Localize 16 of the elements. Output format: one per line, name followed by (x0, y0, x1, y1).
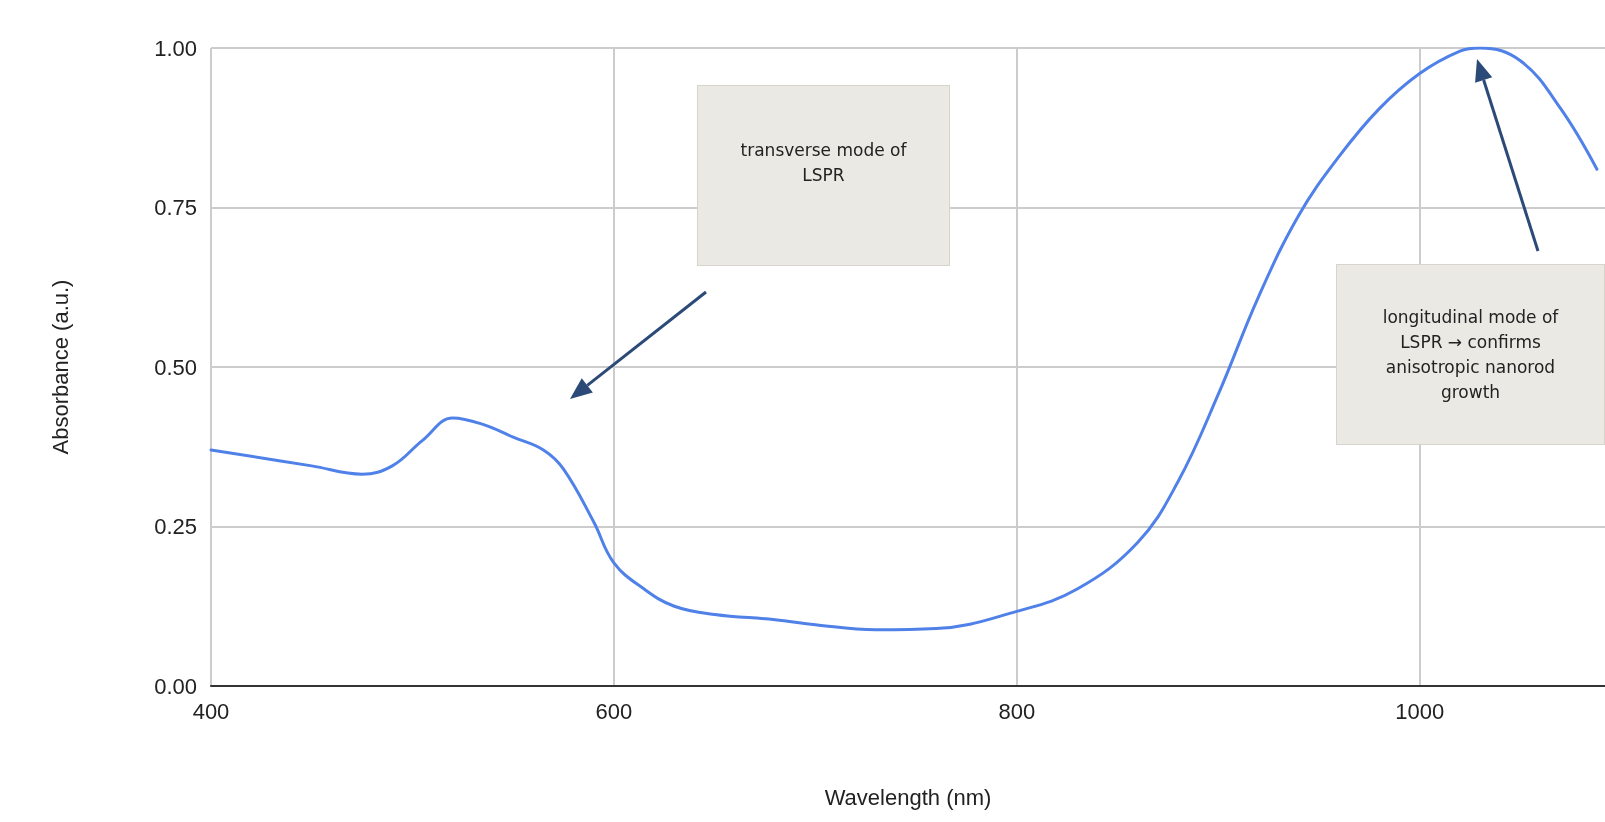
x-tick-label: 800 (998, 698, 1036, 724)
annotation: transverse mode of LSPR (739, 139, 908, 187)
y-tick-label: 0.00 (154, 673, 197, 699)
y-axis-title: Absorbance (a.u.) (47, 279, 73, 455)
annotation: longitudinal mode of LSPR → confirms anisotropic nanorod growth (1381, 305, 1560, 404)
y-tick-label: 0.25 (154, 514, 197, 539)
line-series (209, 46, 1599, 632)
x-tick-label: 400 (192, 698, 230, 724)
text-box: transverse mode of LSPR (697, 85, 950, 266)
x-axis-title: Wavelength (nm) (824, 784, 992, 810)
x-tick-label: 1000 (1395, 698, 1445, 724)
x-tick-label: 600 (595, 698, 633, 724)
y-tick-label: 0.50 (154, 354, 197, 380)
text-box: longitudinal mode of LSPR → confirms anisotropic nanorod growth (1336, 264, 1605, 445)
y-tick-label: 0.75 (154, 195, 197, 220)
y-tick-label: 1.00 (154, 35, 197, 61)
